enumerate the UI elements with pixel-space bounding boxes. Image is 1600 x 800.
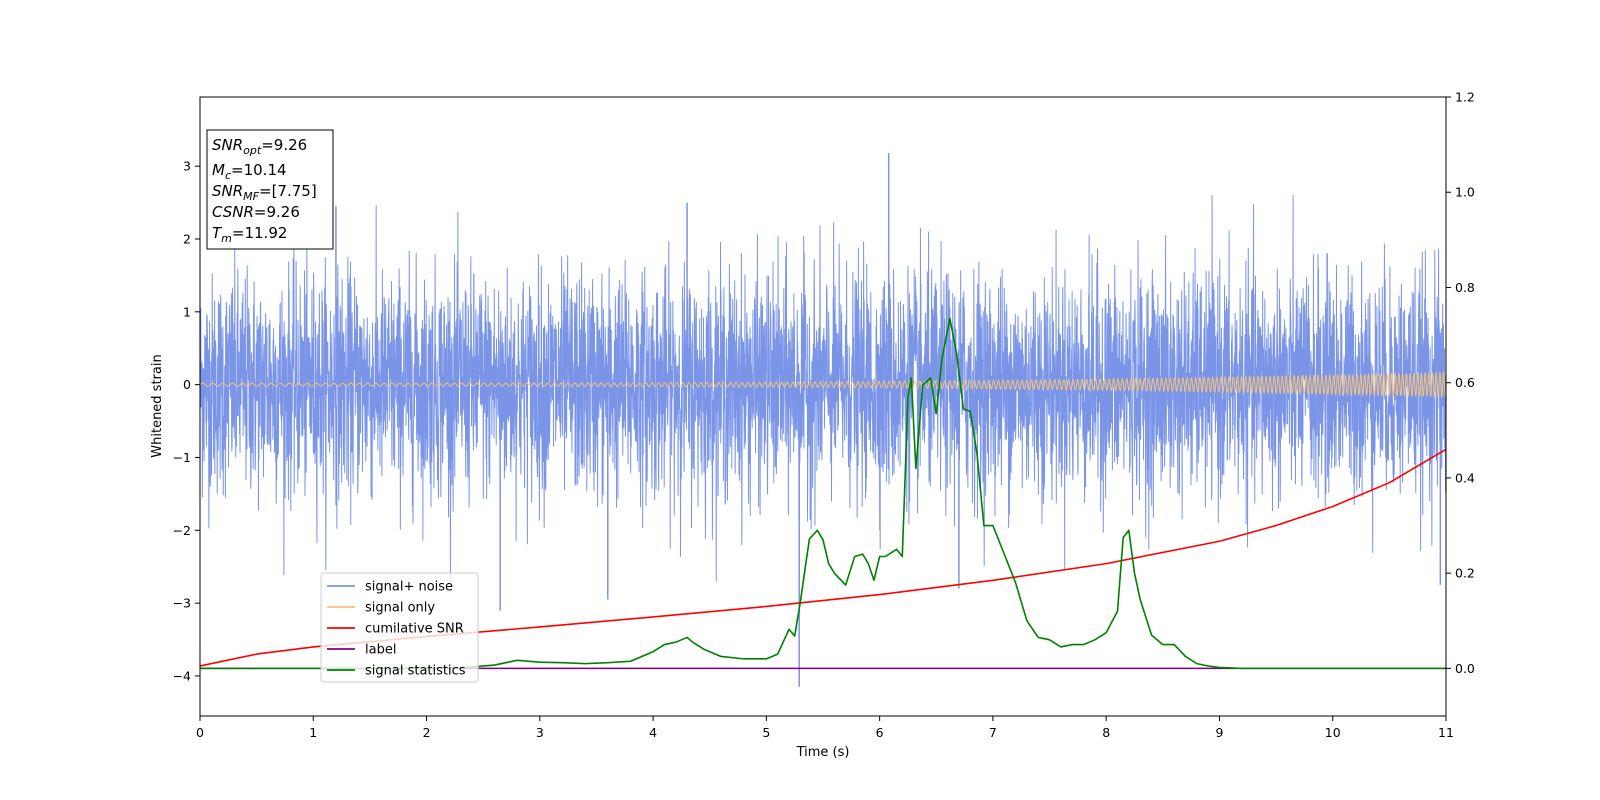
- info-line-subscript: m: [221, 232, 232, 245]
- noise-line: [200, 194, 1446, 582]
- info-line-value: =[7.75]: [259, 182, 317, 200]
- info-line-value: =10.14: [231, 161, 287, 179]
- legend-label: signal only: [365, 601, 435, 616]
- info-line-value: =9.26: [254, 203, 300, 221]
- legend-label: signal statistics: [365, 664, 466, 679]
- x-tick-label: 7: [989, 725, 997, 740]
- info-line: SNRMF=[7.75]: [212, 182, 317, 203]
- y-right-tick-label: 0.4: [1455, 470, 1475, 485]
- y-axis-left: −4 −3 −2 −1 0 1 2 3: [173, 159, 200, 683]
- legend-label: cumilative SNR: [365, 622, 464, 637]
- y-left-tick-label: 2: [183, 232, 191, 247]
- signal-only-series: [200, 370, 1446, 399]
- signal-statistics-line: [200, 317, 1446, 670]
- y-left-tick-label: 1: [183, 304, 191, 319]
- info-line-symbol: T: [212, 224, 223, 242]
- x-tick-label: 4: [649, 725, 657, 740]
- signal-noise-series: [200, 153, 1446, 687]
- y-right-tick-label: 0.2: [1455, 566, 1475, 581]
- y-axis-label: Whitened strain: [150, 354, 165, 457]
- signal-line: [200, 370, 1446, 399]
- y-left-tick-label: −1: [173, 450, 191, 465]
- info-line-symbol: M: [212, 161, 225, 179]
- info-line-value: =9.26: [261, 136, 307, 154]
- x-tick-label: 2: [423, 725, 431, 740]
- x-tick-label: 10: [1325, 725, 1341, 740]
- y-left-tick-label: −2: [173, 523, 191, 538]
- info-line-subscript: c: [225, 169, 231, 182]
- info-line: SNRopt=9.26: [212, 136, 307, 157]
- x-tick-label: 5: [762, 725, 770, 740]
- legend-label: label: [365, 643, 396, 658]
- legend-label: signal+ noise: [365, 580, 453, 595]
- x-tick-label: 3: [536, 725, 544, 740]
- y-axis-right: 0.0 0.2 0.4 0.6 0.8 1.0 1.2: [1446, 90, 1475, 676]
- info-line: Mc=10.14: [212, 161, 287, 182]
- info-line-subscript: MF: [243, 190, 259, 203]
- x-tick-label: 8: [1102, 725, 1110, 740]
- y-left-tick-label: −4: [173, 668, 191, 683]
- legend: signal+ noise signal only cumilative SNR la…: [320, 572, 479, 683]
- info-line-symbol: SNR: [212, 182, 243, 200]
- x-tick-label: 11: [1438, 725, 1454, 740]
- x-axis: 0 1 2 3 4 5 6 7 8 9 10 11: [196, 716, 1454, 740]
- info-line-value: =11.92: [232, 224, 288, 242]
- x-tick-label: 0: [196, 725, 204, 740]
- x-axis-label: Time (s): [796, 745, 850, 760]
- x-tick-label: 1: [309, 725, 317, 740]
- info-line-subscript: opt: [243, 144, 262, 157]
- info-line-symbol: CSNR: [212, 203, 254, 221]
- y-right-tick-label: 1.2: [1455, 90, 1475, 105]
- y-left-tick-label: 0: [183, 377, 191, 392]
- info-line-symbol: SNR: [212, 136, 243, 154]
- info-box: SNRopt=9.26Mc=10.14SNRMF=[7.75]CSNR=9.26…: [206, 129, 334, 250]
- y-right-tick-label: 0.8: [1455, 280, 1475, 295]
- info-line: CSNR=9.26: [212, 203, 300, 221]
- y-right-tick-label: 0.6: [1455, 375, 1475, 390]
- x-tick-label: 9: [1215, 725, 1223, 740]
- plot-frame: [199, 96, 1447, 717]
- y-left-tick-label: −3: [173, 596, 191, 611]
- info-line: Tm=11.92: [212, 224, 287, 245]
- y-left-tick-label: 3: [183, 159, 191, 174]
- y-right-tick-label: 1.0: [1455, 185, 1475, 200]
- x-tick-label: 6: [876, 725, 884, 740]
- y-right-tick-label: 0.0: [1455, 661, 1475, 676]
